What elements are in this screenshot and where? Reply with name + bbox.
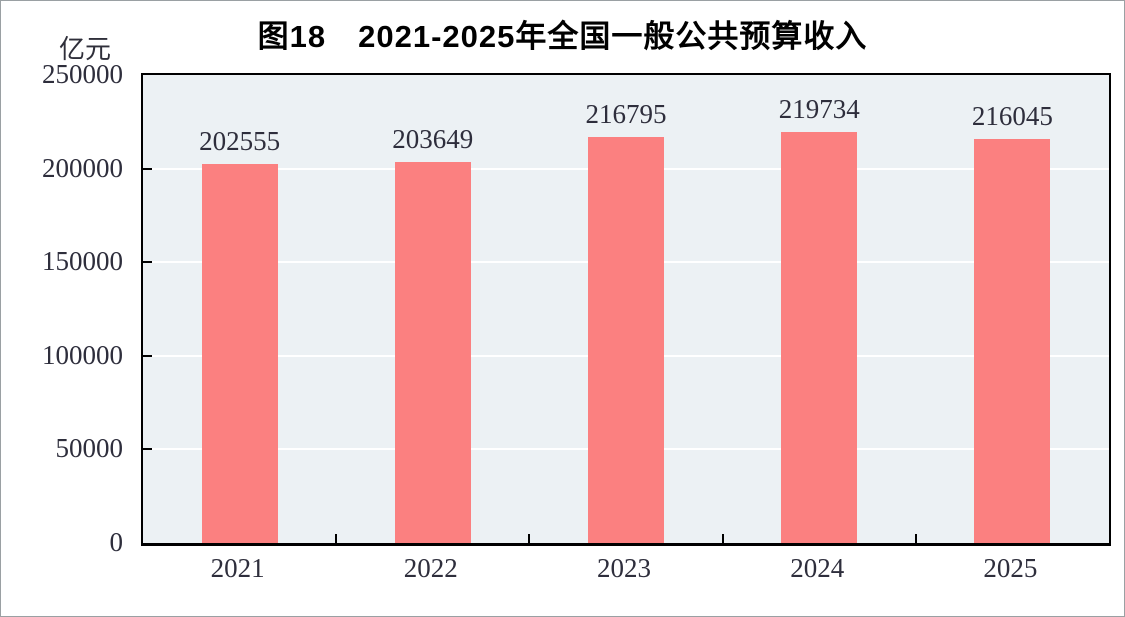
x-axis-tick-mark	[914, 534, 917, 543]
bar	[394, 161, 471, 543]
bar	[201, 163, 278, 543]
x-axis-tick-mark	[721, 534, 724, 543]
x-axis-category-label: 2025	[983, 553, 1038, 583]
x-axis-category-label: 2021	[210, 553, 265, 583]
y-axis-tick-mark	[143, 448, 152, 451]
y-axis-tick-mark	[143, 354, 152, 357]
y-axis-tick-mark	[143, 167, 152, 170]
y-axis-unit-label: 亿元	[59, 34, 112, 64]
x-axis-tick-mark	[528, 534, 531, 543]
y-axis-tick-mark	[143, 261, 152, 264]
bar-value-label: 203649	[392, 123, 474, 154]
x-axis-category-label: 2023	[597, 553, 651, 583]
x-axis-category-label: 2022	[403, 553, 458, 583]
y-axis-tick-label: 250000	[42, 59, 123, 89]
x-axis-category-label: 2024	[790, 553, 845, 583]
bar-value-label: 219734	[778, 93, 860, 124]
y-axis-tick-label: 0	[109, 527, 124, 557]
plot-area: 202555 203649 216795 219734 216045	[141, 73, 1111, 546]
bar	[588, 137, 664, 543]
y-axis-tick-label: 100000	[42, 339, 123, 370]
y-axis-tick-label: 200000	[42, 152, 123, 183]
bar-value-label: 216045	[971, 100, 1053, 131]
bar-value-label: 202555	[199, 125, 281, 156]
bar-value-label: 216795	[585, 99, 667, 130]
y-axis-tick-label: 150000	[42, 246, 123, 277]
y-axis-tick-label: 50000	[55, 433, 124, 464]
bar	[974, 138, 1051, 543]
bar	[781, 131, 858, 543]
chart-title: 图18 2021-2025年全国一般公共预算收入	[257, 19, 868, 54]
x-axis-tick-mark	[335, 534, 338, 543]
